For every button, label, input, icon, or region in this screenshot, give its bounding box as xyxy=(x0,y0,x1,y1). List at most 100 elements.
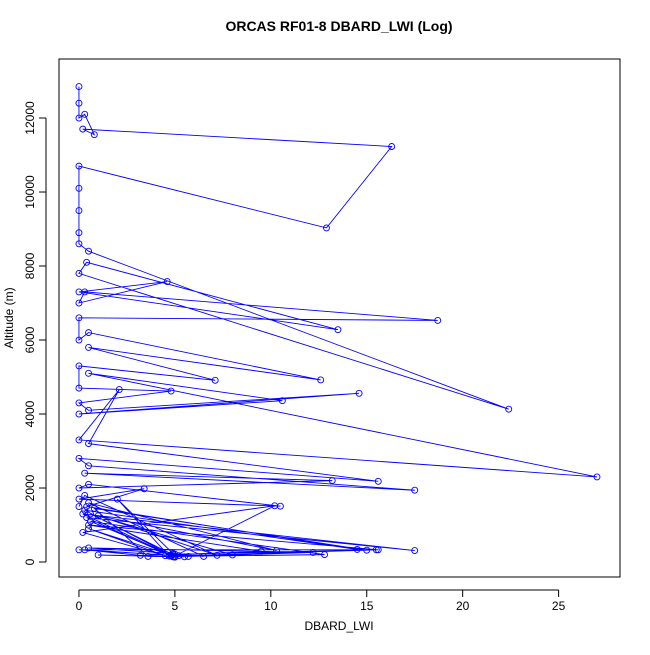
data-point xyxy=(334,326,342,334)
data-point xyxy=(81,491,89,499)
data-point xyxy=(75,362,83,370)
data-point xyxy=(323,224,330,232)
data-point xyxy=(75,410,83,418)
data-point xyxy=(75,546,83,554)
data-point xyxy=(75,184,83,192)
data-point xyxy=(90,504,98,512)
data-point xyxy=(167,387,175,395)
data-point xyxy=(75,436,83,444)
data-point xyxy=(85,247,92,255)
data-point xyxy=(184,553,192,560)
data-point xyxy=(75,399,83,407)
data-point xyxy=(79,528,87,536)
data-point xyxy=(81,110,89,118)
data-point xyxy=(94,512,102,520)
data-point xyxy=(505,405,513,413)
data-point xyxy=(75,114,83,122)
data-point xyxy=(75,314,83,322)
data-point xyxy=(75,454,83,462)
data-point xyxy=(81,469,89,477)
data-point xyxy=(115,386,123,394)
x-tick-label: 25 xyxy=(552,599,566,613)
x-tick-label: 15 xyxy=(360,599,374,613)
data-point xyxy=(90,131,98,139)
data-point xyxy=(83,258,91,266)
data-point xyxy=(317,376,325,384)
data-point xyxy=(200,553,208,560)
data-point xyxy=(85,343,92,351)
data-point xyxy=(75,336,83,344)
data-point xyxy=(593,473,601,481)
data-point xyxy=(75,269,83,277)
data-point xyxy=(75,229,83,237)
data-point xyxy=(75,503,83,510)
data-point xyxy=(278,397,286,405)
data-point xyxy=(87,510,94,518)
data-point xyxy=(85,525,92,533)
data-point xyxy=(85,462,92,470)
data-point xyxy=(83,503,91,510)
x-tick-label: 0 xyxy=(76,599,83,613)
data-point xyxy=(113,495,121,503)
x-tick-label: 20 xyxy=(456,599,470,613)
data-point xyxy=(257,547,265,555)
data-point xyxy=(271,502,279,510)
data-point xyxy=(75,299,83,307)
y-tick-label: 12000 xyxy=(23,101,37,135)
data-point xyxy=(85,329,92,337)
data-point xyxy=(163,278,171,286)
x-tick-label: 10 xyxy=(264,599,278,613)
data-point xyxy=(85,480,92,488)
y-tick-label: 8000 xyxy=(23,252,37,279)
data-point xyxy=(144,553,152,560)
data-point xyxy=(321,551,328,559)
data-point xyxy=(136,551,144,559)
data-point xyxy=(85,521,92,529)
data-point xyxy=(75,495,83,503)
y-tick-label: 4000 xyxy=(23,400,37,427)
data-point xyxy=(75,99,83,107)
data-point xyxy=(75,83,83,91)
data-point xyxy=(374,546,382,554)
data-point xyxy=(94,551,102,559)
data-point xyxy=(273,547,281,554)
y-tick-label: 0 xyxy=(23,558,37,565)
data-point xyxy=(411,547,419,554)
data-point xyxy=(85,544,92,552)
plot-frame xyxy=(58,58,621,578)
data-point xyxy=(75,207,83,214)
data-point xyxy=(85,406,92,414)
data-point xyxy=(388,143,396,150)
data-point xyxy=(81,506,89,514)
data-point xyxy=(211,376,219,384)
data-point xyxy=(75,484,83,492)
x-axis-label: DBARD_LWI xyxy=(304,619,373,633)
data-point xyxy=(79,510,87,518)
chart-title: ORCAS RF01-8 DBARD_LWI (Log) xyxy=(225,18,452,34)
data-point xyxy=(85,440,92,448)
data-point xyxy=(353,545,361,553)
y-tick-label: 2000 xyxy=(23,474,37,501)
data-point xyxy=(372,546,380,554)
y-axis-label: Altitude (m) xyxy=(2,287,16,348)
data-point xyxy=(374,477,382,485)
data-point xyxy=(213,551,221,559)
data-point xyxy=(363,546,371,554)
data-point xyxy=(161,552,169,560)
data-point xyxy=(87,517,94,525)
y-tick-label: 6000 xyxy=(23,326,37,353)
data-point xyxy=(171,550,179,558)
data-point xyxy=(75,384,83,392)
data-point xyxy=(355,389,363,397)
data-point xyxy=(81,288,89,296)
y-tick-label: 10000 xyxy=(23,175,37,209)
data-point xyxy=(434,316,442,324)
data-point xyxy=(79,125,87,133)
data-point xyxy=(85,499,92,507)
data-point xyxy=(75,240,83,248)
data-point xyxy=(411,486,419,494)
data-point xyxy=(83,514,91,522)
data-point xyxy=(75,162,83,170)
series-line xyxy=(77,86,598,558)
